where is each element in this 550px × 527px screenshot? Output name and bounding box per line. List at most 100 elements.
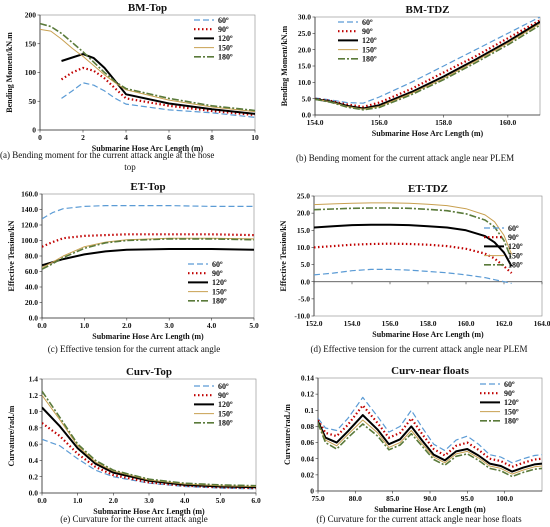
- plot-area: [314, 16, 541, 116]
- caption: (b) Bending moment for the current attac…: [296, 153, 514, 163]
- x-axis-label: Submarine Hose Arc Length (m): [92, 144, 204, 153]
- x-tick-label: 0.0: [37, 321, 47, 330]
- chart-panel-1: BM-TDZ 154.0 156.0 158.0 160.0 0.0 5.0 10.0 15.0…: [280, 4, 541, 163]
- series-line-4: [318, 422, 542, 478]
- y-tick-label: 200: [25, 11, 37, 20]
- caption: (d) Effective tension for the current at…: [311, 344, 528, 354]
- caption: (c) Effective tension for the current at…: [48, 344, 221, 354]
- x-tick-label: 75.0: [311, 494, 324, 503]
- x-axis-label: Submarine Hose Arc Length (m): [372, 129, 484, 138]
- y-tick-label: 1.0: [29, 407, 39, 416]
- series-line-1: [315, 19, 540, 108]
- legend-label: 60º: [504, 380, 515, 389]
- legend-label: 120º: [218, 400, 233, 409]
- legend-label: 120º: [362, 36, 377, 45]
- y-tick-label: 150: [25, 39, 37, 48]
- y-tick-label: -10.0: [294, 312, 310, 321]
- x-tick-label: 1.0: [80, 321, 90, 330]
- legend-label: 120º: [218, 34, 233, 43]
- x-tick-label: 152.0: [306, 319, 323, 328]
- chart-panel-2: ET-Top 0.0 1.0 2.0 3.0 4.0 5.0 0.0 20.0 40.0 60.0 8…: [7, 181, 259, 354]
- y-tick-label: 1.4: [29, 375, 39, 384]
- series-line-3: [40, 28, 255, 113]
- x-tick-label: 164.0: [534, 319, 550, 328]
- x-tick-label: 2.0: [122, 321, 132, 330]
- x-tick-label: 2.0: [109, 496, 119, 505]
- legend-label: 180º: [218, 53, 233, 62]
- y-tick-label: 20.0: [25, 298, 38, 307]
- legend-label: 90º: [218, 25, 229, 34]
- chart-title: ET-Top: [130, 181, 165, 193]
- x-tick-label: 154.0: [344, 319, 361, 328]
- legend-label: 60º: [362, 18, 373, 27]
- x-tick-label: 5.0: [249, 321, 259, 330]
- chart-panel-3: ET-TDZ 152.0 154.0 156.0 158.0 160.0 162.0 164.…: [279, 183, 550, 354]
- y-tick-label: 0.12: [301, 390, 314, 399]
- y-tick-label: 25.0: [298, 29, 311, 38]
- series-line-4: [40, 22, 255, 112]
- y-axis-label: Effective Tension/kN: [7, 220, 16, 291]
- series-line-2: [318, 414, 542, 473]
- y-axis-label: Curvature/rad./m: [283, 404, 292, 465]
- y-tick-label: 1.2: [29, 391, 39, 400]
- x-tick-label: 0: [38, 133, 42, 142]
- y-axis-label: Bending Moment/kN.m: [280, 25, 289, 106]
- legend-label: 90º: [218, 391, 229, 400]
- x-tick-label: 6: [167, 133, 171, 142]
- x-tick-label: 162.0: [496, 319, 513, 328]
- legend-label: 60º: [212, 260, 223, 269]
- y-axis-label: Curvature/rad./m: [7, 405, 16, 466]
- y-tick-label: 0.4: [29, 456, 39, 465]
- x-tick-label: 160.0: [458, 319, 475, 328]
- chart-title: Curv-Top: [126, 366, 172, 378]
- y-tick-label: 0.8: [29, 423, 39, 432]
- x-tick-label: 90.0: [423, 494, 436, 503]
- series-line-4: [42, 390, 256, 487]
- y-tick-label: 0: [32, 126, 36, 135]
- y-tick-label: 50: [29, 97, 37, 106]
- x-tick-label: 154.0: [307, 118, 324, 127]
- series-line-0: [315, 17, 540, 104]
- y-tick-label: 0.6: [29, 440, 39, 449]
- y-tick-label: 0.0: [29, 489, 39, 498]
- x-axis-label: Submarine Hose Arc Length (m): [93, 507, 205, 516]
- chart-panel-5: Curv-near floats 75.0 80.0 85.0 90.0 95.0 100.…: [283, 365, 543, 524]
- y-tick-label: 0.06: [301, 438, 314, 447]
- legend-label: 180º: [212, 297, 227, 306]
- y-tick-label: 100: [25, 68, 37, 77]
- series-line-3: [318, 419, 542, 475]
- series-line-0: [318, 396, 542, 464]
- y-tick-label: -5.0: [298, 294, 310, 303]
- legend-label: 90º: [508, 233, 519, 242]
- y-tick-label: 30.0: [298, 13, 311, 22]
- y-tick-label: 0.02: [301, 470, 314, 479]
- y-tick-label: 5.0: [302, 94, 312, 103]
- y-tick-label: 5.0: [301, 260, 311, 269]
- x-tick-label: 95.0: [461, 494, 474, 503]
- y-axis-label: Effective Tension/kN: [279, 220, 288, 291]
- series-line-0: [314, 268, 512, 284]
- series-line-0: [42, 438, 256, 490]
- series-line-2: [314, 223, 513, 267]
- y-tick-label: 20.0: [298, 45, 311, 54]
- y-tick-label: 140.0: [21, 205, 38, 214]
- series-line-2: [61, 53, 255, 115]
- x-tick-label: 10: [251, 133, 259, 142]
- legend-label: 180º: [508, 261, 523, 270]
- y-tick-label: 15.0: [297, 226, 310, 235]
- legend-label: 180º: [218, 419, 233, 428]
- legend-label: 60º: [508, 224, 519, 233]
- y-axis-label: Bending Moment/kN.m: [5, 32, 14, 113]
- x-tick-label: 1.0: [73, 496, 83, 505]
- legend-label: 120º: [508, 242, 523, 251]
- chart-panel-4: Curv-Top 0.0 1.0 2.0 3.0 4.0 5.0 6.0 0.0 0.2 0.4 0.…: [7, 366, 261, 524]
- series-line-2: [42, 406, 256, 489]
- x-tick-label: 0.0: [37, 496, 47, 505]
- legend-label: 60º: [218, 16, 229, 25]
